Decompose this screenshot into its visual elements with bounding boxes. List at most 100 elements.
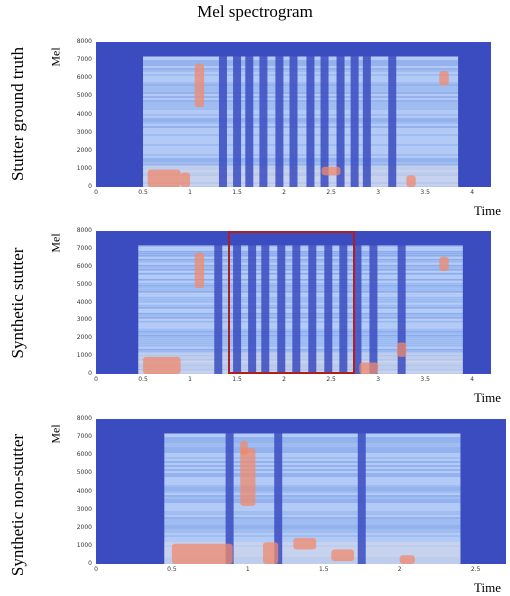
x-tick-label: 4	[470, 189, 475, 196]
spectral-texture	[143, 138, 459, 140]
spectral-texture	[138, 341, 463, 343]
spectral-texture	[164, 525, 461, 527]
spectral-texture	[164, 501, 461, 503]
spectral-texture	[138, 307, 463, 309]
spectral-texture	[143, 78, 459, 80]
x-tick-label: 4	[470, 376, 475, 383]
spectral-texture	[164, 459, 461, 461]
spectral-texture	[164, 509, 461, 511]
spectral-texture	[143, 116, 459, 118]
silence-gap	[233, 231, 242, 374]
energy-hotspot	[194, 63, 205, 108]
silence-gap	[306, 42, 315, 187]
spectral-texture	[138, 271, 463, 273]
x-tick-label: 1.5	[232, 189, 242, 196]
spectral-texture	[138, 305, 463, 307]
spectral-texture	[138, 247, 463, 249]
y-tick-label: 7000	[76, 244, 92, 252]
energy-hotspot	[293, 537, 317, 550]
energy-hotspot	[180, 172, 191, 187]
spectral-texture	[164, 457, 461, 459]
spectral-texture	[164, 523, 461, 525]
spectral-texture	[138, 319, 463, 321]
spectral-texture	[138, 331, 463, 333]
energy-hotspot	[263, 542, 279, 564]
silence-gap	[292, 231, 301, 374]
silence-gap	[397, 231, 406, 374]
spectral-texture	[143, 162, 459, 164]
spectral-texture	[143, 72, 459, 74]
y-tick-label: 7000	[76, 56, 92, 64]
spectral-texture	[143, 104, 459, 106]
silence-gap	[274, 419, 283, 564]
spectral-texture	[164, 519, 461, 521]
spectral-texture	[138, 311, 463, 313]
energy-hotspot	[240, 440, 248, 456]
energy-hotspot	[399, 555, 415, 564]
x-tick-label: 1	[245, 566, 250, 573]
y-tick-label: 8000	[76, 415, 92, 422]
energy-hotspot	[171, 543, 233, 564]
x-tick-label: 1.5	[232, 376, 242, 383]
spectral-texture	[164, 489, 461, 491]
spectral-texture	[164, 487, 461, 489]
spectral-texture	[143, 70, 459, 72]
spectral-texture	[138, 281, 463, 283]
spectral-texture	[164, 485, 461, 487]
x-tick-label: 2	[397, 566, 402, 573]
y-axis-label: Mel	[48, 424, 63, 444]
spectral-texture	[164, 473, 461, 475]
row-label-synthetic-non-stutter: Synthetic non-stutter	[8, 433, 27, 577]
spectral-texture	[138, 339, 463, 341]
spectral-texture	[164, 439, 461, 441]
spectral-texture	[164, 451, 461, 453]
spectral-texture	[138, 255, 463, 257]
spectral-texture	[164, 453, 461, 455]
y-axis-label: Mel	[48, 47, 63, 67]
spectral-texture	[164, 511, 461, 513]
spectral-texture	[164, 475, 461, 477]
x-tick-label: 3.5	[420, 189, 430, 196]
spectral-texture	[143, 64, 459, 66]
spectral-texture	[143, 90, 459, 92]
spectral-texture	[138, 289, 463, 291]
spectral-texture	[164, 499, 461, 501]
spectral-texture	[164, 495, 461, 497]
spectral-texture	[138, 259, 463, 261]
spectral-texture	[138, 279, 463, 281]
spectral-texture	[143, 140, 459, 142]
spectral-texture	[138, 315, 463, 317]
spectral-texture	[138, 251, 463, 253]
silence-gap	[259, 42, 268, 187]
y-tick-label: 1000	[76, 541, 92, 549]
silence-gap	[261, 231, 270, 374]
spectral-texture	[164, 481, 461, 483]
silence-gap	[308, 231, 317, 374]
spectral-texture	[138, 275, 463, 277]
x-tick-label: 1	[188, 376, 192, 383]
x-tick-label: 0.5	[167, 566, 177, 573]
x-tick-label: 3	[376, 376, 381, 383]
spectral-texture	[143, 96, 459, 98]
spectral-texture	[143, 114, 459, 116]
spectral-texture	[143, 76, 459, 78]
spectral-texture	[138, 329, 463, 331]
y-tick-label: 2000	[76, 334, 92, 342]
spectral-texture	[138, 309, 463, 311]
spectral-texture	[138, 267, 463, 269]
spectral-texture	[143, 130, 459, 132]
silence-gap	[245, 42, 254, 187]
spectral-texture	[143, 86, 459, 88]
spectral-texture	[164, 465, 461, 467]
spectral-texture	[164, 493, 461, 495]
energy-hotspot	[396, 342, 407, 357]
row-label-stutter-ground-truth: Stutter ground truth	[8, 46, 27, 182]
x-tick-label: 3	[376, 189, 381, 196]
spectral-texture	[164, 507, 461, 509]
spectral-texture	[164, 471, 461, 473]
spectral-texture	[138, 249, 463, 251]
x-tick-label: 2	[282, 376, 287, 383]
silence-gap	[289, 42, 298, 187]
spectral-texture	[138, 321, 463, 323]
figure-title: Mel spectrogram	[197, 2, 313, 21]
